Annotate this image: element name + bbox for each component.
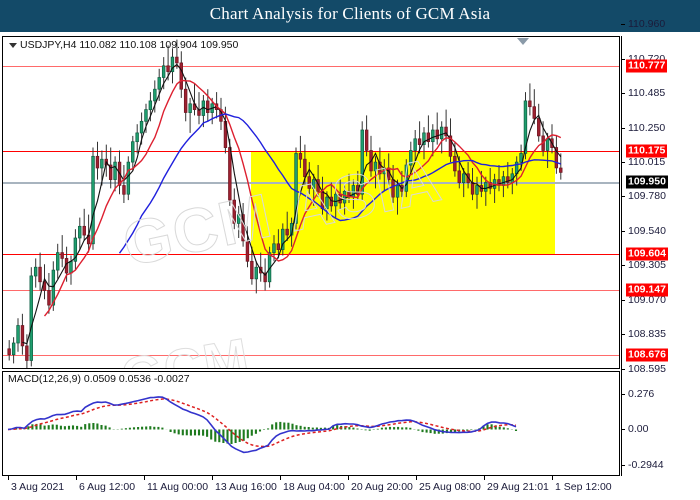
time-axis-label: 1 Sep 12:00 [555,481,612,493]
price-level-label[interactable]: 109.147 [626,283,668,297]
time-tick [280,476,281,480]
macd-info-label: MACD(12,26,9) 0.0509 0.0536 -0.0027 [8,373,190,385]
axis-price-label: 110.960 [628,18,666,30]
price-level-line [3,182,619,184]
axis-price-label: 108.595 [628,363,666,375]
time-axis-label: 18 Aug 04:00 [283,481,345,493]
time-axis-label: 20 Aug 20:00 [351,481,413,493]
axis-tick [621,196,625,198]
price-level-line [3,151,619,152]
price-level-label[interactable]: 109.604 [626,247,668,261]
chart-marker-icon [517,38,529,45]
time-axis-label: 13 Aug 16:00 [215,481,277,493]
axis-tick [621,59,625,60]
axis-tick [621,127,625,129]
axis-tick [621,265,625,267]
price-level-line [3,290,619,291]
time-tick [144,476,145,480]
price-level-line [3,66,619,67]
axis-price-label: 108.835 [628,328,666,340]
macd-axis-tick [621,465,625,467]
time-tick [484,476,485,480]
time-tick [416,476,417,480]
macd-axis-label: -0.2944 [628,459,664,472]
axis-price-label: 109.305 [628,259,666,272]
axis-price-label: 110.485 [628,87,666,100]
time-axis-label: 25 Aug 08:00 [419,481,481,493]
axis-price-label: 109.070 [628,293,666,306]
symbol-info-label: USDJPY,H4 110.082 110.108 109.904 109.95… [9,39,238,51]
macd-indicator-pane[interactable]: MACD(12,26,9) 0.0509 0.0536 -0.0027 [2,371,620,476]
time-axis-label: 6 Aug 12:00 [79,481,136,493]
time-tick [76,476,77,480]
axis-tick [621,334,625,335]
price-level-label[interactable]: 108.676 [626,348,668,362]
macd-axis-label: 0.00 [628,422,649,435]
axis-price-label: 109.780 [628,190,666,203]
price-level-line [3,355,619,356]
price-level-label[interactable]: 110.175 [626,144,668,158]
axis-tick [621,231,625,233]
time-tick [552,476,553,480]
time-axis-label: 3 Aug 2021 [11,481,65,493]
price-chart-pane[interactable]: GCM ASIA GCM GLOBAL CAPITAL MARKETS USDJ… [2,36,620,369]
macd-axis-tick [621,428,625,430]
axis-price-label: 110.015 [628,155,666,168]
chevron-down-icon[interactable] [9,42,17,48]
axis-tick [621,299,625,301]
axis-tick [621,161,625,163]
price-axis[interactable]: 110.960110.720110.485110.250110.015109.7… [621,18,700,476]
highlight-box [251,151,555,254]
page-title: Chart Analysis for Clients of GCM Asia [209,4,491,23]
axis-tick [621,24,625,25]
title-bar: Chart Analysis for Clients of GCM Asia [0,0,700,32]
time-tick [212,476,213,480]
time-axis: 3 Aug 2021 6 Aug 12:00 11 Aug 00:00 13 Aug … [2,476,620,500]
price-level-line [3,254,619,255]
time-tick [8,476,9,480]
axis-line [621,36,622,476]
axis-tick [621,369,625,370]
axis-price-label: 110.250 [628,121,666,134]
time-tick [348,476,349,480]
time-axis-label: 11 Aug 00:00 [147,481,209,493]
macd-axis-tick [621,394,625,395]
axis-tick [621,93,625,95]
price-level-label[interactable]: 110.777 [626,59,668,73]
axis-price-label: 109.540 [628,225,666,238]
symbol-info-text: USDJPY,H4 110.082 110.108 109.904 109.95… [20,39,239,51]
price-level-label[interactable]: 109.950 [626,175,668,189]
time-axis-label: 29 Aug 21:01 [487,481,549,493]
macd-axis-label: 0.276 [628,388,655,400]
